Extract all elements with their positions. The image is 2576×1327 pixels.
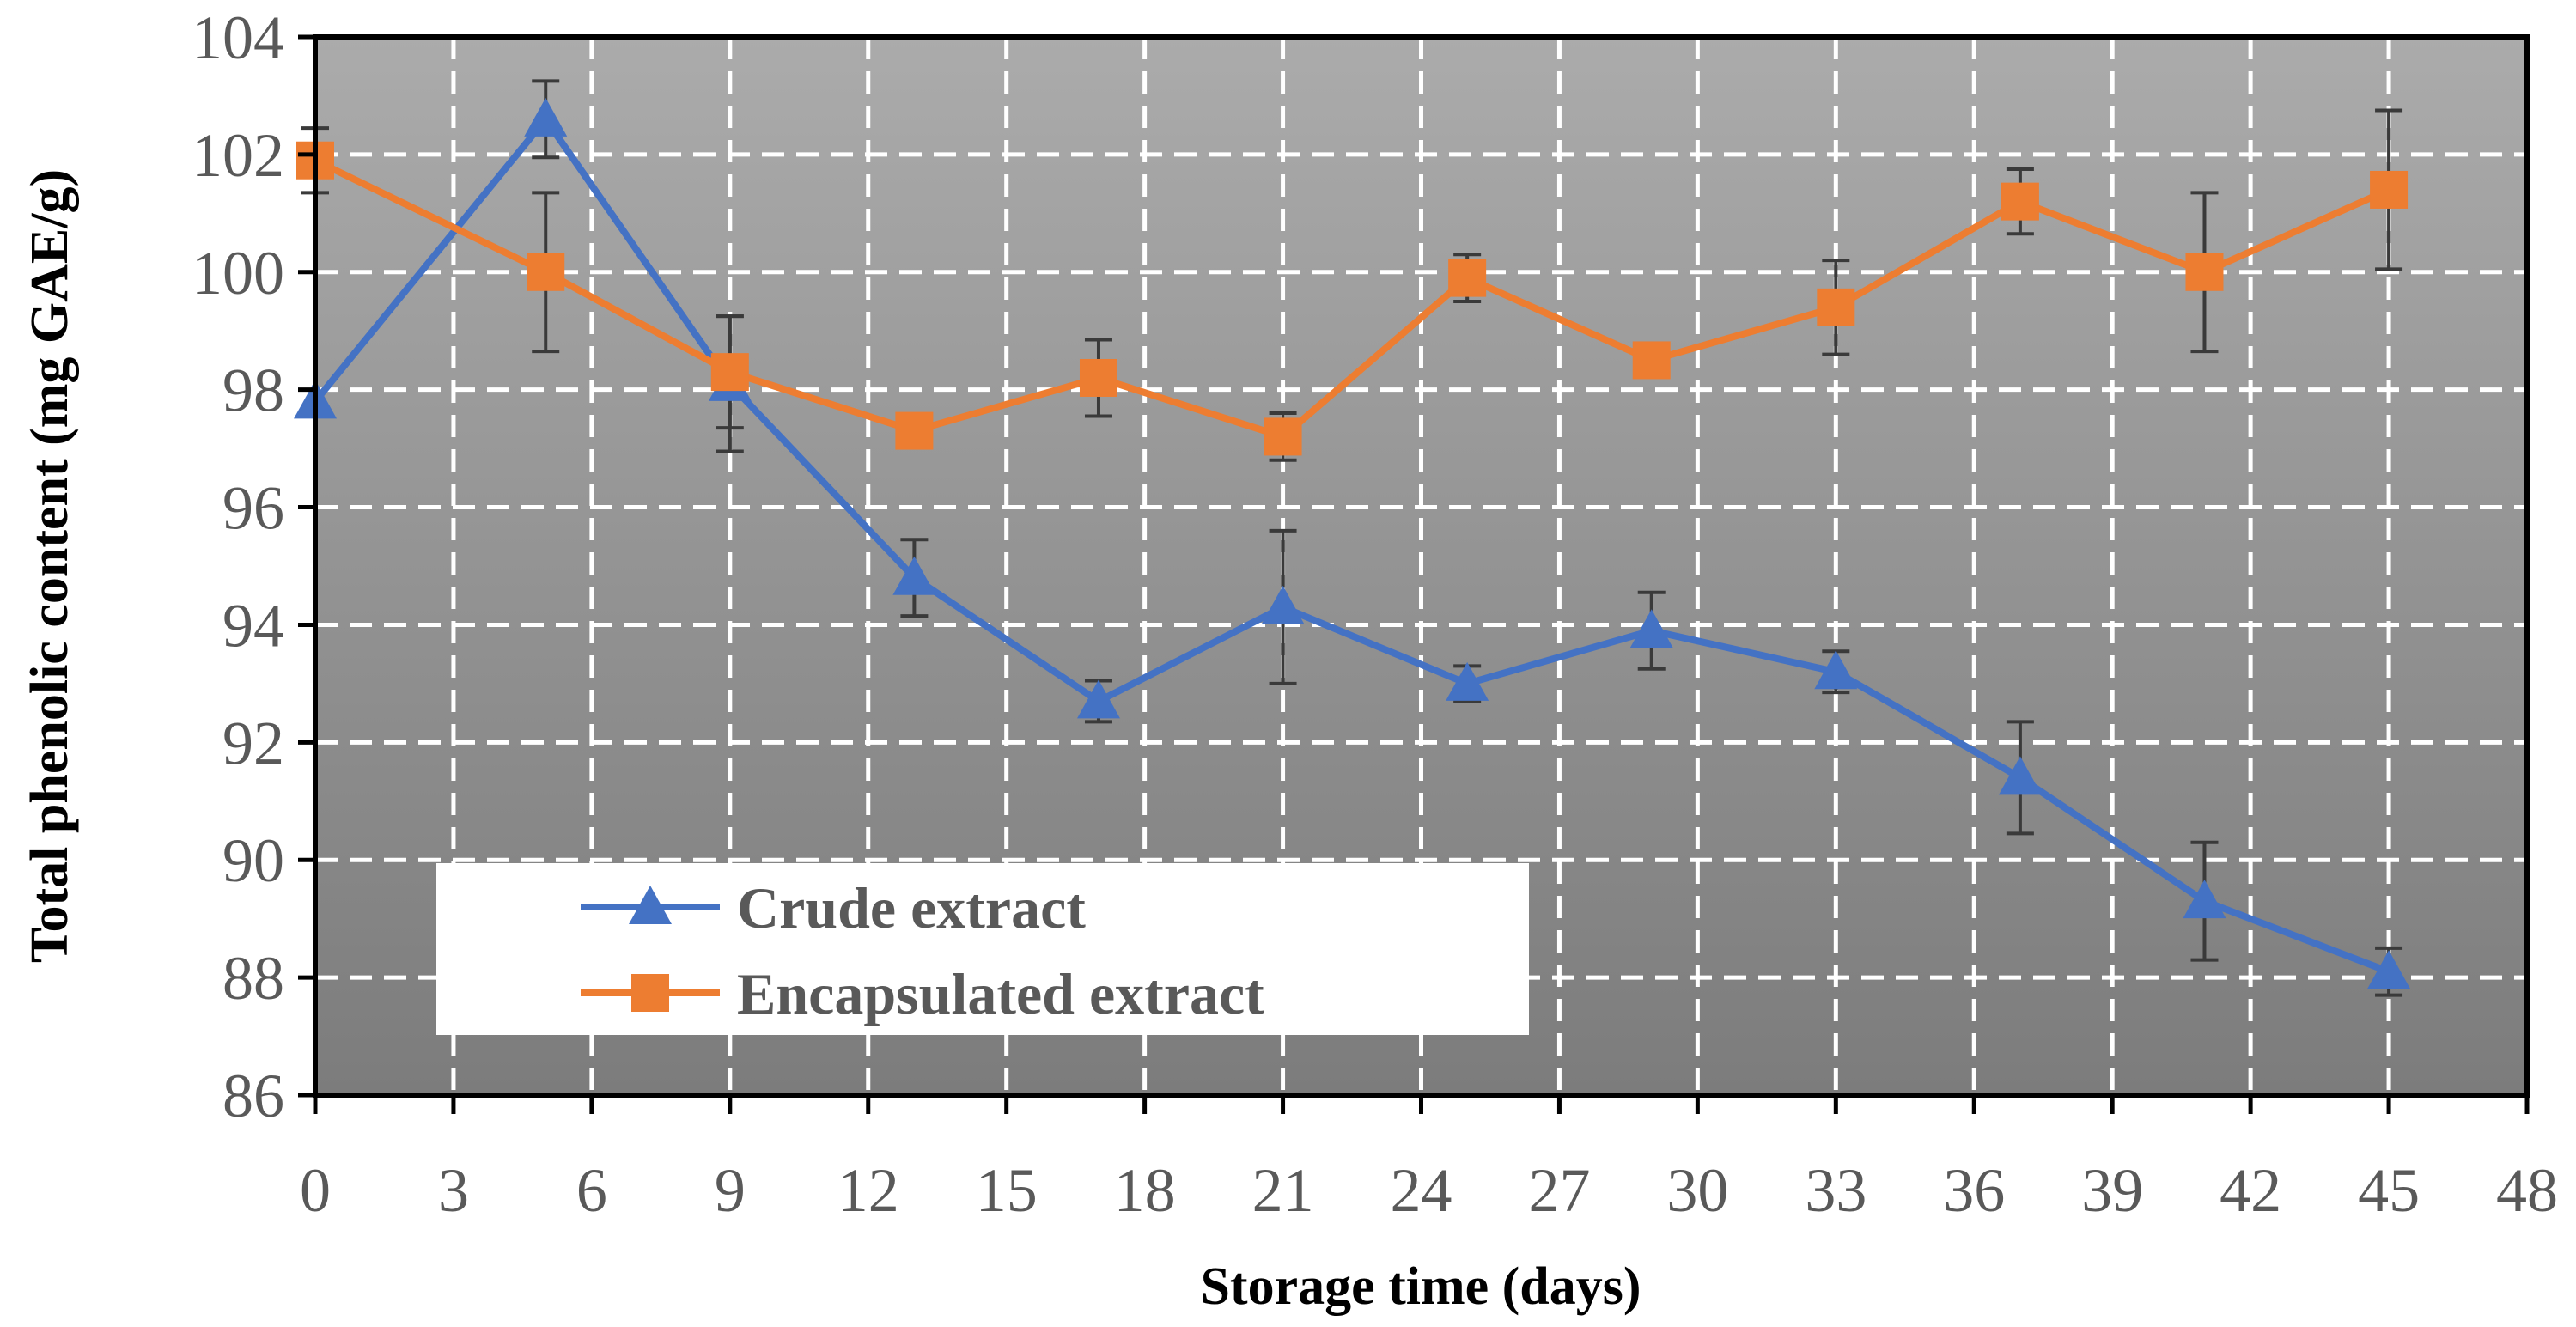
encapsulated-extract-line [314, 157, 2390, 441]
y-tick-label: 104 [192, 3, 284, 72]
encapsulated-extract-point [1079, 358, 1117, 397]
encapsulated-extract-point [527, 253, 565, 291]
y-tick-label: 96 [222, 474, 284, 543]
x-tick-label: 3 [438, 1156, 469, 1225]
y-tick-label: 100 [192, 239, 284, 307]
legend-marker-encapsulated-extract [631, 974, 669, 1012]
y-axis-ticks: 86 88 90 92 94 96 98 100 102 104 [192, 3, 315, 1130]
x-tick-label: 24 [1391, 1156, 1452, 1225]
y-tick-label: 94 [222, 591, 284, 660]
crude-extract-point [1261, 585, 1305, 624]
crude-extract-point [1629, 609, 1673, 648]
x-tick-label: 12 [837, 1156, 899, 1225]
series-lines [312, 115, 2390, 976]
y-tick-label: 86 [222, 1062, 284, 1130]
crude-extract-point [1076, 679, 1120, 719]
legend-box [436, 863, 1529, 1035]
x-axis-ticks: 0 3 6 9 12 15 18 21 24 27 30 33 36 39 42 45 48 [300, 1095, 2558, 1225]
legend: Crude extract Encapsulated extract [436, 863, 1529, 1035]
encapsulated-extract-point [1817, 288, 1855, 326]
x-tick-label: 0 [300, 1156, 331, 1225]
gridlines [315, 37, 2527, 1095]
encapsulated-extract-point [1448, 259, 1487, 297]
crude-extract-point [2183, 880, 2226, 919]
x-axis-title: Storage time (days) [1200, 1257, 1641, 1316]
crude-extract-point [2367, 950, 2411, 989]
x-tick-label: 9 [715, 1156, 746, 1225]
legend-marker-crude-extract [629, 886, 672, 924]
x-tick-label: 18 [1114, 1156, 1176, 1225]
x-tick-label: 30 [1666, 1156, 1728, 1225]
crude-extract-point [892, 556, 936, 595]
encapsulated-extract-point [710, 353, 749, 392]
encapsulated-extract-point [2370, 170, 2409, 209]
x-tick-label: 42 [2220, 1156, 2281, 1225]
x-tick-label: 6 [576, 1156, 607, 1225]
encapsulated-extract-point [1632, 341, 1671, 380]
y-axis-title: Total phenolic content (mg GAE/g) [21, 169, 79, 963]
x-tick-label: 48 [2496, 1156, 2558, 1225]
x-tick-label: 27 [1528, 1156, 1590, 1225]
x-tick-label: 39 [2081, 1156, 2143, 1225]
legend-label-crude-extract: Crude extract [737, 875, 1086, 940]
y-tick-label: 98 [222, 356, 284, 425]
y-tick-label: 88 [222, 944, 284, 1013]
crude-extract-point [1814, 650, 1858, 690]
legend-label-encapsulated-extract: Encapsulated extract [737, 961, 1264, 1026]
crude-extract-point [524, 97, 568, 137]
x-tick-label: 36 [1943, 1156, 2005, 1225]
encapsulated-extract-point [1264, 417, 1302, 456]
crude-extract-point [1998, 756, 2042, 795]
y-tick-label: 102 [192, 121, 284, 190]
encapsulated-extract-point [2001, 182, 2039, 221]
x-tick-label: 21 [1252, 1156, 1314, 1225]
y-tick-label: 92 [222, 709, 284, 777]
encapsulated-extract-point [895, 411, 934, 450]
crude-extract-line [312, 115, 2390, 976]
crude-extract-point [1446, 661, 1489, 701]
encapsulated-extract-point [2185, 253, 2224, 291]
x-tick-label: 45 [2358, 1156, 2420, 1225]
y-tick-label: 90 [222, 826, 284, 895]
x-tick-label: 33 [1805, 1156, 1867, 1225]
x-tick-label: 15 [976, 1156, 1038, 1225]
